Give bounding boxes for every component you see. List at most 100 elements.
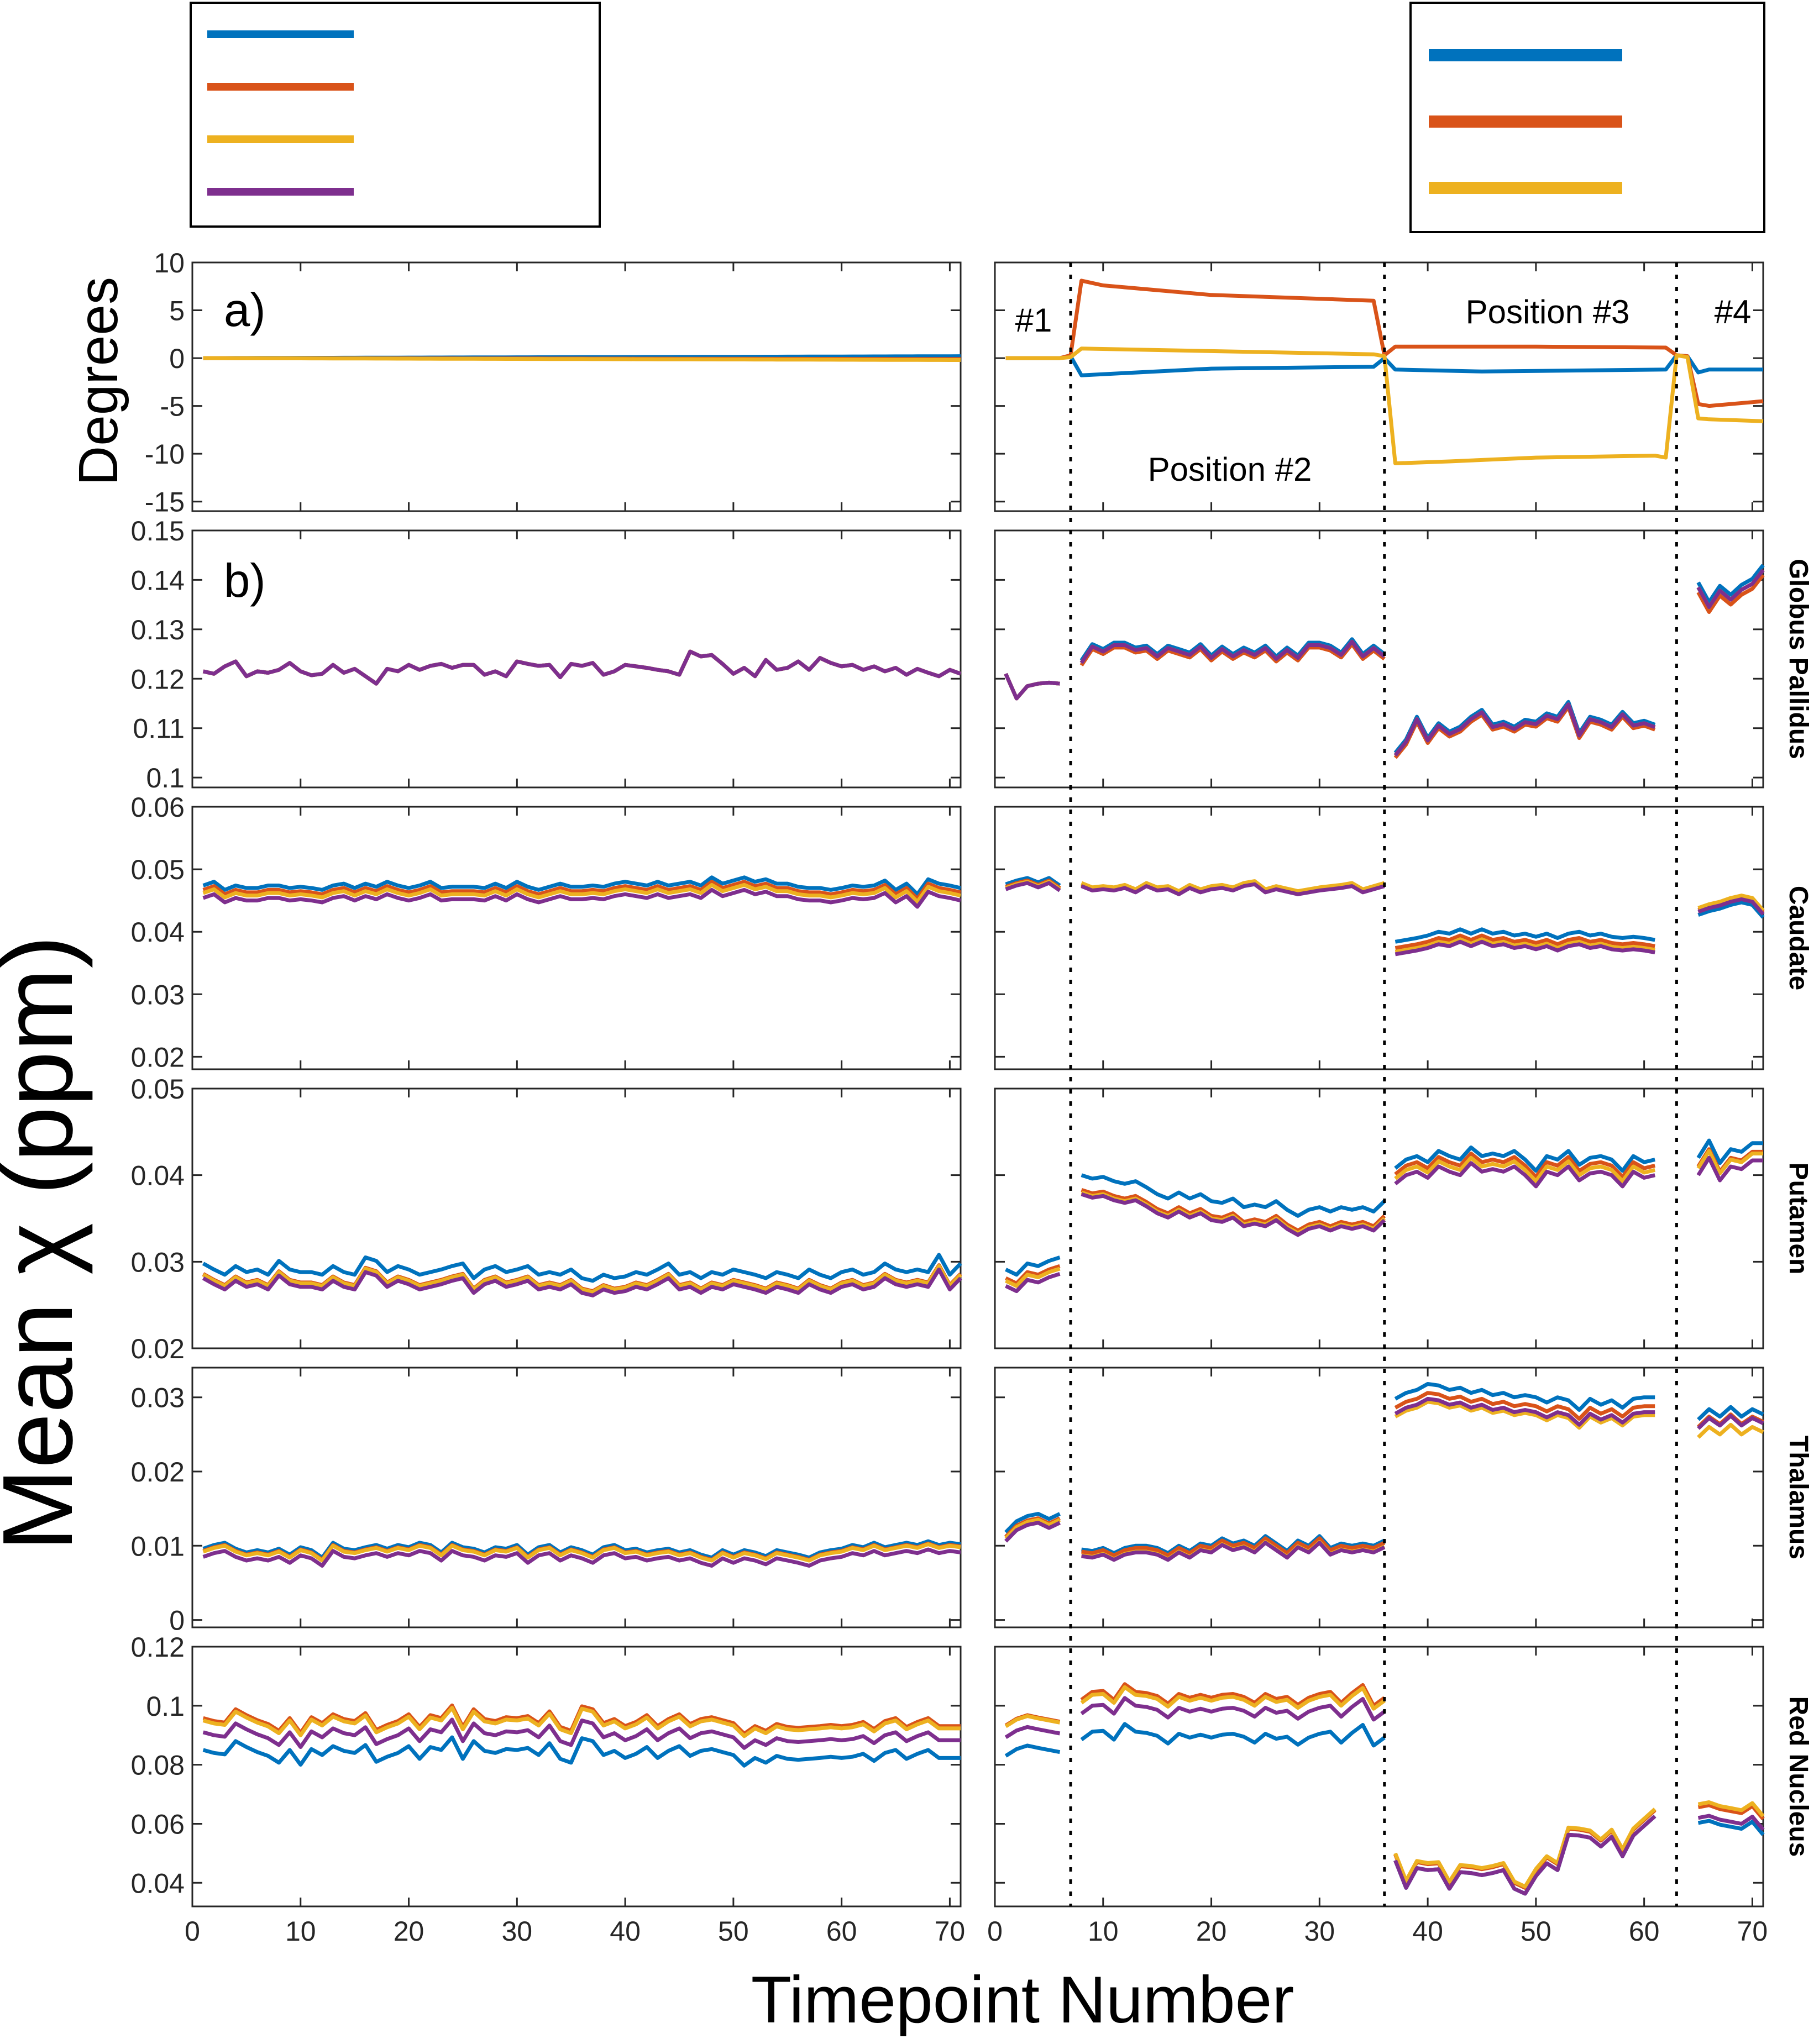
x-tick-label: 0 [987,1916,1003,1947]
series-uncorrected [1005,1255,1061,1277]
motion-line-pitch [203,356,961,362]
series-uncorrected [1005,876,1061,887]
region-label: Putamen [1784,1163,1813,1275]
x-tick-label: 60 [826,1916,857,1947]
axes-frame [994,261,1764,512]
axes-frame [191,1367,962,1628]
position-label-2: Position #2 [1148,451,1312,488]
y-tick-label: -10 [145,439,185,470]
series-sgre-lfm [1394,1152,1656,1179]
series-sepi-lfm [1004,1517,1061,1540]
axes-frame [994,1087,1764,1349]
series-depi-lfm [1004,1725,1061,1739]
series-depi-lfm [1697,897,1765,916]
series-depi-lfm [1081,1192,1386,1237]
series-sgre-lfm [1696,574,1765,614]
axes-frame [191,1646,962,1908]
panel-a-label: a) [224,284,266,337]
series-uncorrected [1394,1382,1655,1412]
series-depi-lfm [1081,1541,1386,1562]
axes-frame [191,1087,962,1349]
series-uncorrected [1394,1146,1656,1173]
series-depi-lfm [1394,1161,1656,1189]
y-tick-label: 0.12 [131,1632,185,1663]
axes-frame [994,1367,1764,1628]
series-depi-lfm [1696,1155,1763,1183]
legend-motion [1409,2,1765,233]
series-depi-lfm [1696,569,1765,609]
series-uncorrected [1696,564,1765,605]
series-uncorrected [1395,927,1655,944]
series-sepi-lfm [1697,1800,1765,1817]
y-tick-label: 0.14 [131,565,185,596]
legend-methods [190,2,601,228]
axes-frame [191,529,962,789]
series-uncorrected [1697,1405,1764,1421]
series-depi-lfm [1394,1396,1655,1427]
y-tick-label: 0.05 [131,1074,185,1105]
y-tick-label: -15 [145,487,185,518]
series-depi-lfm [202,1267,962,1297]
x-tick-label: 40 [1412,1916,1443,1947]
y-tick-label: 0.04 [131,1160,185,1191]
x-tick-label: 0 [185,1916,200,1947]
series-uncorrected [1697,1819,1765,1836]
series-depi-lfm [1393,702,1656,757]
x-tick-label: 50 [718,1916,749,1947]
y-tick-label: 0.13 [131,614,185,645]
y-tick-label: 0.11 [133,713,185,744]
series-depi-lfm [202,1717,961,1750]
series-sepi-lfm [1081,879,1385,894]
series-uncorrected [1080,1722,1386,1748]
y-tick-label: 0.06 [131,1809,185,1840]
y-tick-label: 0.1 [146,763,185,794]
series-sepi-lfm [1395,937,1655,954]
y-tick-label: 0.03 [131,1247,185,1278]
axes-frame [994,529,1764,789]
x-tick-label: 30 [1304,1916,1335,1947]
y-tick-label: 10 [154,248,185,279]
y-axis-label: Mean χ (ppm) [0,936,93,1552]
series-uncorrected [202,1253,962,1283]
axes-frame [994,806,1764,1070]
series-sepi-lfm [1696,1149,1763,1175]
position-label-4: #4 [1715,293,1752,330]
y-tick-label: 0.12 [131,664,185,695]
x-axis-ticks: 0 0 10 10 20 20 30 30 40 40 50 50 60 60 70 70 [185,1916,1768,1947]
series-depi-lfm [202,887,961,909]
y-tick-label: 5 [169,296,185,327]
x-tick-label: 30 [502,1916,533,1947]
series-sepi-lfm [1004,1714,1061,1728]
series-depi-lfm [1081,882,1385,896]
series-sgre-lfm [1081,1536,1386,1558]
series-sepi-lfm [1393,1807,1657,1889]
series-uncorrected [1393,1814,1657,1896]
series-sgre-lfm [1081,1187,1386,1233]
series-sgre-lfm [1393,1809,1657,1890]
region-label: Thalamus [1784,1436,1813,1559]
series-sepi-lfm [1080,1685,1386,1711]
series-uncorrected [202,1735,961,1768]
series-depi-lfm [1004,672,1060,701]
axes-frame [191,806,962,1070]
y-tick-label: 0.08 [131,1750,185,1781]
series-uncorrected [1004,1743,1061,1758]
series-depi-lfm [202,649,962,686]
region-label: Globus Pallidus [1784,559,1813,759]
series-depi-lfm [1080,1696,1386,1722]
series-sgre-lfm [1079,642,1386,667]
series-uncorrected [1697,900,1765,919]
y-tick-label: 0.03 [131,979,185,1010]
series-sepi-lfm [202,1264,962,1294]
series-depi-lfm [1005,881,1061,892]
y-tick-label: 0.02 [131,1042,185,1073]
series-sepi-lfm [1697,894,1765,912]
series-uncorrected [1081,1534,1386,1556]
series-uncorrected [202,875,961,896]
series-depi-lfm [1395,939,1655,957]
axes-frame [191,261,962,512]
series-sgre-lfm [1395,933,1655,950]
y-tick-label: 0.15 [131,516,185,547]
series-sepi-lfm [202,1542,961,1563]
series-depi-lfm [1697,1414,1764,1430]
